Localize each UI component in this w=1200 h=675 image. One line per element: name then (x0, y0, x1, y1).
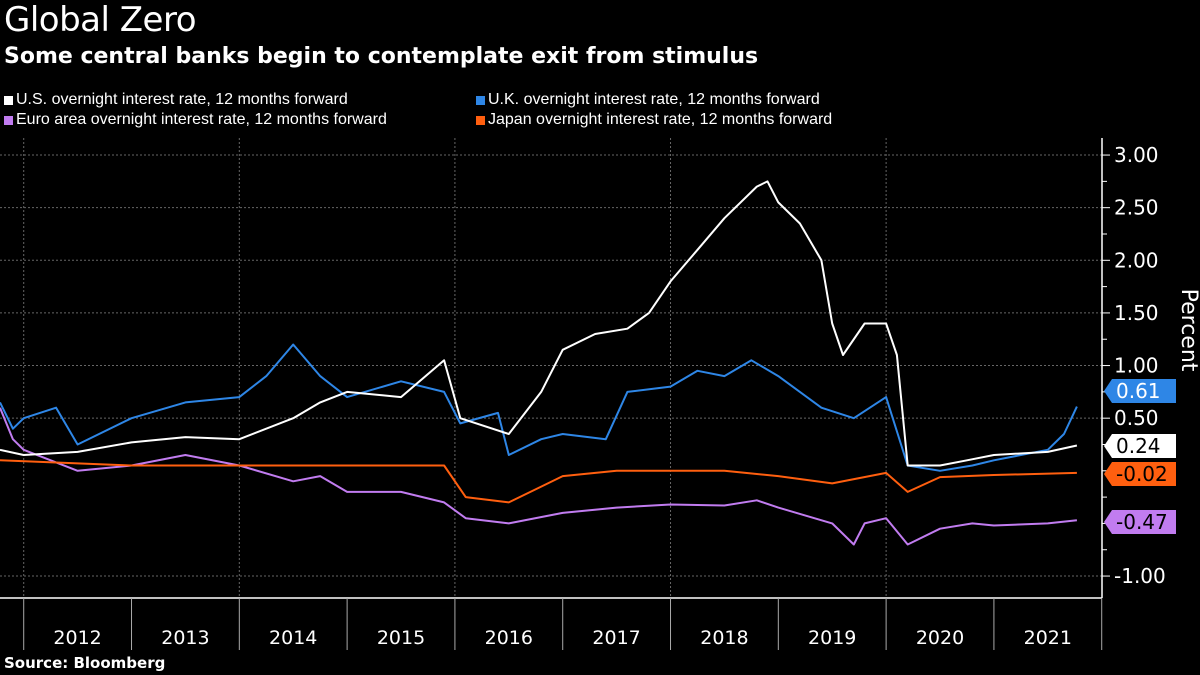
series-line-3 (0, 459, 1077, 504)
x-tick-label: 2020 (916, 627, 964, 649)
legend-swatch (476, 95, 485, 105)
end-value-badge (1104, 379, 1176, 403)
y-tick-label: 1.50 (1114, 301, 1159, 325)
x-tick-label: 2017 (592, 627, 640, 649)
x-tick-label: 2018 (700, 627, 748, 649)
x-tick-label: 2016 (485, 627, 533, 649)
legend-item-uk: U.K. overnight interest rate, 12 months … (476, 91, 820, 109)
legend-label: U.S. overnight interest rate, 12 months … (16, 91, 348, 108)
y-tick-label: 2.00 (1114, 248, 1159, 272)
x-tick-label: 2021 (1024, 627, 1072, 649)
x-tick-label: 2012 (53, 627, 101, 649)
legend-swatch (4, 95, 13, 105)
y-tick-label: 0.50 (1114, 406, 1159, 430)
legend-swatch (476, 115, 485, 125)
series-line-1 (0, 343, 1078, 472)
x-tick-label: 2015 (377, 627, 425, 649)
legend-label: U.K. overnight interest rate, 12 months … (488, 91, 820, 108)
chart-title: Global Zero (4, 0, 197, 40)
end-value-badge (1104, 510, 1176, 534)
series-line-2 (0, 407, 1078, 546)
end-value-label: -0.47 (1116, 510, 1168, 534)
end-value-badge (1104, 462, 1176, 486)
series-line-0 (0, 180, 1078, 467)
legend-item-japan: Japan overnight interest rate, 12 months… (476, 111, 832, 129)
legend-label: Euro area overnight interest rate, 12 mo… (16, 111, 387, 128)
legend-item-euro: Euro area overnight interest rate, 12 mo… (4, 111, 387, 129)
y-tick-label: 1.00 (1114, 354, 1159, 378)
legend-item-us: U.S. overnight interest rate, 12 months … (4, 91, 348, 109)
y-tick-label: 3.00 (1114, 143, 1159, 167)
source-note: Source: Bloomberg (4, 654, 166, 672)
end-value-label: -0.02 (1116, 462, 1168, 486)
y-tick-label: 2.50 (1114, 196, 1159, 220)
end-value-label: 0.24 (1116, 434, 1161, 458)
y-axis-label: Percent (1176, 289, 1200, 372)
end-value-label: 0.61 (1116, 379, 1161, 403)
x-tick-label: 2019 (808, 627, 856, 649)
end-value-badge (1104, 434, 1176, 458)
legend-swatch (4, 115, 13, 125)
x-tick-label: 2013 (161, 627, 209, 649)
legend-label: Japan overnight interest rate, 12 months… (488, 111, 833, 128)
y-tick-label: -1.00 (1114, 564, 1166, 588)
chart-subtitle: Some central banks begin to contemplate … (4, 44, 759, 69)
x-tick-label: 2014 (269, 627, 317, 649)
